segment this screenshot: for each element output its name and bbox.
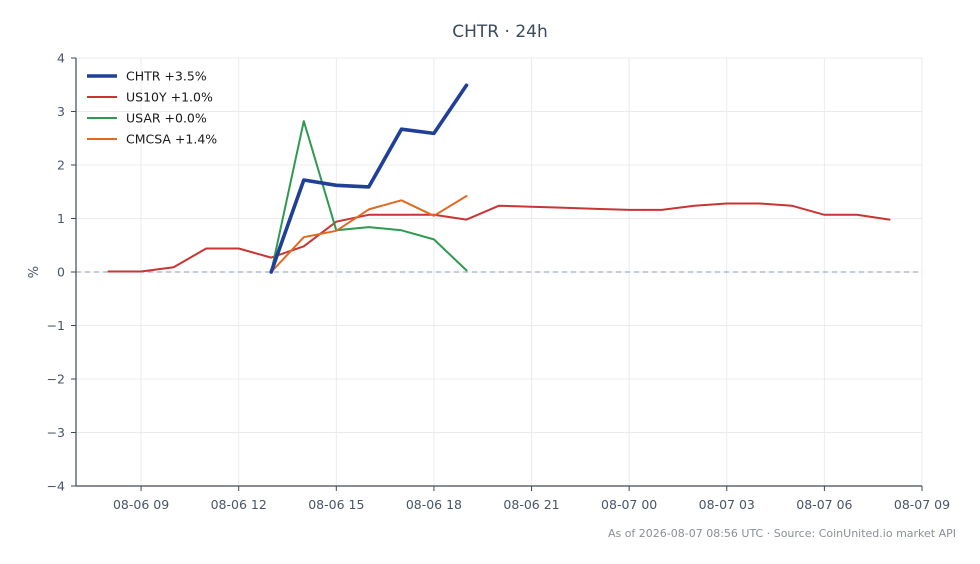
x-tick-label: 08-06 12 bbox=[211, 497, 267, 512]
y-axis-ticks: −4 −3 −2 −1 0 1 2 3 4 bbox=[47, 51, 76, 494]
y-tick-label: −4 bbox=[47, 479, 65, 494]
legend-label: CHTR +3.5% bbox=[126, 69, 207, 84]
y-axis-label: % bbox=[27, 266, 42, 278]
y-tick-label: −3 bbox=[47, 425, 65, 440]
y-tick-label: 0 bbox=[57, 265, 65, 280]
x-tick-label: 08-07 09 bbox=[894, 497, 950, 512]
legend: CHTR +3.5% US10Y +1.0% USAR +0.0% CMCSA +1.… bbox=[87, 69, 217, 147]
x-tick-label: 08-06 18 bbox=[406, 497, 462, 512]
x-tick-label: 08-07 00 bbox=[601, 497, 657, 512]
series-line-cmcsa bbox=[270, 195, 468, 273]
y-tick-label: −1 bbox=[47, 318, 65, 333]
y-tick-label: 2 bbox=[57, 158, 65, 173]
series-line-us10y bbox=[107, 202, 891, 273]
source-footer: As of 2026-08-07 08:56 UTC · Source: Coi… bbox=[608, 527, 956, 540]
y-tick-label: 1 bbox=[57, 211, 65, 226]
x-tick-label: 08-07 03 bbox=[699, 497, 755, 512]
legend-label: US10Y +1.0% bbox=[126, 90, 213, 105]
x-tick-label: 08-06 09 bbox=[113, 497, 169, 512]
y-tick-label: 4 bbox=[57, 51, 65, 66]
series-lines bbox=[107, 83, 891, 274]
y-tick-label: −2 bbox=[47, 372, 65, 387]
chart-title: CHTR · 24h bbox=[452, 22, 547, 42]
x-tick-label: 08-06 15 bbox=[308, 497, 364, 512]
y-tick-label: 3 bbox=[57, 104, 65, 119]
series-line-chtr bbox=[269, 83, 469, 274]
series-line-usar bbox=[270, 120, 468, 273]
x-tick-label: 08-07 06 bbox=[796, 497, 852, 512]
legend-label: CMCSA +1.4% bbox=[126, 132, 217, 147]
x-axis-ticks: 08-06 09 08-06 12 08-06 15 08-06 18 08-06 21… bbox=[113, 486, 950, 512]
legend-label: USAR +0.0% bbox=[126, 111, 207, 126]
x-tick-label: 08-06 21 bbox=[503, 497, 559, 512]
